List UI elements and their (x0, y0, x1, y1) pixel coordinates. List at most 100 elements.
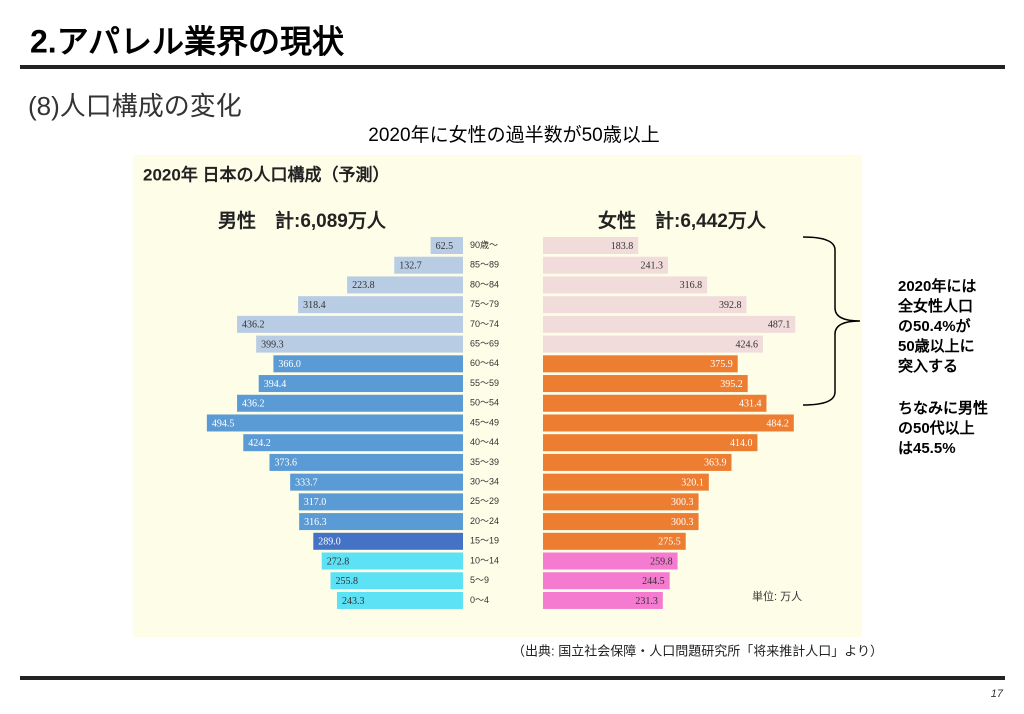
value-label: 487.1 (768, 320, 791, 331)
annotation: 全女性人口 (897, 297, 973, 315)
age-label: 35〜39 (470, 457, 499, 467)
bar (313, 532, 463, 550)
age-label: 10〜14 (470, 555, 499, 565)
bar (543, 552, 678, 570)
annotation: ちなみに男性 (898, 399, 988, 417)
value-label: 320.1 (681, 477, 704, 488)
bar (298, 296, 463, 314)
value-label: 366.0 (278, 359, 301, 370)
value-label: 244.5 (642, 576, 665, 587)
bar (273, 355, 463, 373)
value-label: 255.8 (335, 576, 358, 587)
value-label: 494.5 (212, 418, 235, 429)
bar (543, 276, 708, 294)
page-number: 17 (991, 688, 1004, 700)
slide-title: 2.アパレル業界の現状 (30, 23, 345, 59)
annotation: 2020年には (898, 277, 976, 295)
bar (256, 335, 463, 353)
bar (290, 473, 463, 491)
annotation: 50歳以上に (898, 337, 975, 355)
brace (802, 236, 861, 406)
value-label: 373.6 (274, 458, 297, 469)
unit-label: 単位: 万人 (752, 589, 802, 603)
bar (237, 394, 463, 412)
value-label: 424.6 (735, 339, 758, 350)
source: （出典: 国立社会保障・人口問題研究所「将来推計人口」より） (512, 643, 883, 658)
age-label: 60〜64 (470, 358, 499, 368)
age-label: 45〜49 (470, 417, 499, 427)
footer-rule (20, 676, 1005, 680)
value-label: 392.8 (719, 300, 742, 311)
bar (347, 276, 463, 294)
value-label: 259.8 (650, 556, 673, 567)
annotation: の50.4%が (898, 317, 972, 335)
value-label: 375.9 (710, 359, 733, 370)
age-label: 70〜74 (470, 319, 499, 329)
bar (206, 414, 463, 432)
value-label: 243.3 (342, 596, 365, 607)
bar (543, 296, 747, 314)
bar (543, 256, 668, 274)
bar (543, 355, 738, 373)
age-label: 90歳〜 (470, 239, 498, 250)
value-label: 62.5 (436, 241, 454, 252)
value-label: 431.4 (739, 399, 762, 410)
bar (430, 237, 463, 254)
bar (543, 591, 663, 609)
value-label: 394.4 (264, 379, 287, 390)
value-label: 395.2 (720, 379, 743, 390)
age-label: 20〜24 (470, 516, 499, 526)
value-label: 231.3 (635, 596, 658, 607)
value-label: 424.2 (248, 438, 271, 449)
age-label: 75〜79 (470, 299, 499, 309)
bar (298, 493, 463, 511)
value-label: 317.0 (304, 497, 327, 508)
age-label: 65〜69 (470, 338, 499, 348)
bar (269, 453, 463, 471)
bar (321, 552, 463, 570)
bar (543, 394, 767, 412)
value-label: 414.0 (730, 438, 753, 449)
bar (258, 375, 463, 393)
value-label: 333.7 (295, 477, 318, 488)
age-label: 30〜34 (470, 477, 499, 487)
age-label: 55〜59 (470, 378, 499, 388)
value-label: 289.0 (318, 537, 341, 548)
age-label: 25〜29 (470, 496, 499, 506)
bar (543, 315, 796, 333)
age-label: 40〜44 (470, 437, 499, 447)
value-label: 363.9 (704, 458, 727, 469)
bar (543, 237, 639, 254)
bar (543, 473, 709, 491)
bar (543, 453, 732, 471)
value-label: 300.3 (671, 497, 694, 508)
bar (237, 315, 463, 333)
value-label: 223.8 (352, 280, 375, 291)
age-label: 5〜9 (470, 575, 489, 585)
bar (543, 375, 748, 393)
bar (336, 591, 463, 609)
value-label: 399.3 (261, 339, 284, 350)
bar (543, 434, 758, 452)
annotation: は45.5% (898, 440, 956, 457)
bar (543, 513, 699, 531)
value-label: 436.2 (242, 320, 265, 331)
bar (543, 572, 670, 590)
bar (394, 256, 463, 274)
value-label: 484.2 (766, 418, 789, 429)
male-total: 男性 計:6,089万人 (218, 209, 387, 232)
value-label: 272.8 (327, 556, 350, 567)
value-label: 183.8 (611, 241, 634, 252)
value-label: 316.3 (304, 517, 327, 528)
value-label: 318.4 (303, 300, 326, 311)
value-label: 316.8 (680, 280, 703, 291)
age-label: 80〜84 (470, 279, 499, 289)
value-label: 436.2 (242, 399, 265, 410)
annotation: の50代以上 (898, 419, 975, 437)
bar (543, 493, 699, 511)
bar (543, 532, 686, 550)
age-label: 85〜89 (470, 260, 499, 270)
bar (543, 335, 763, 353)
chart-title: 2020年 日本の人口構成（予測） (143, 164, 390, 184)
female-total: 女性 計:6,442万人 (598, 209, 767, 232)
